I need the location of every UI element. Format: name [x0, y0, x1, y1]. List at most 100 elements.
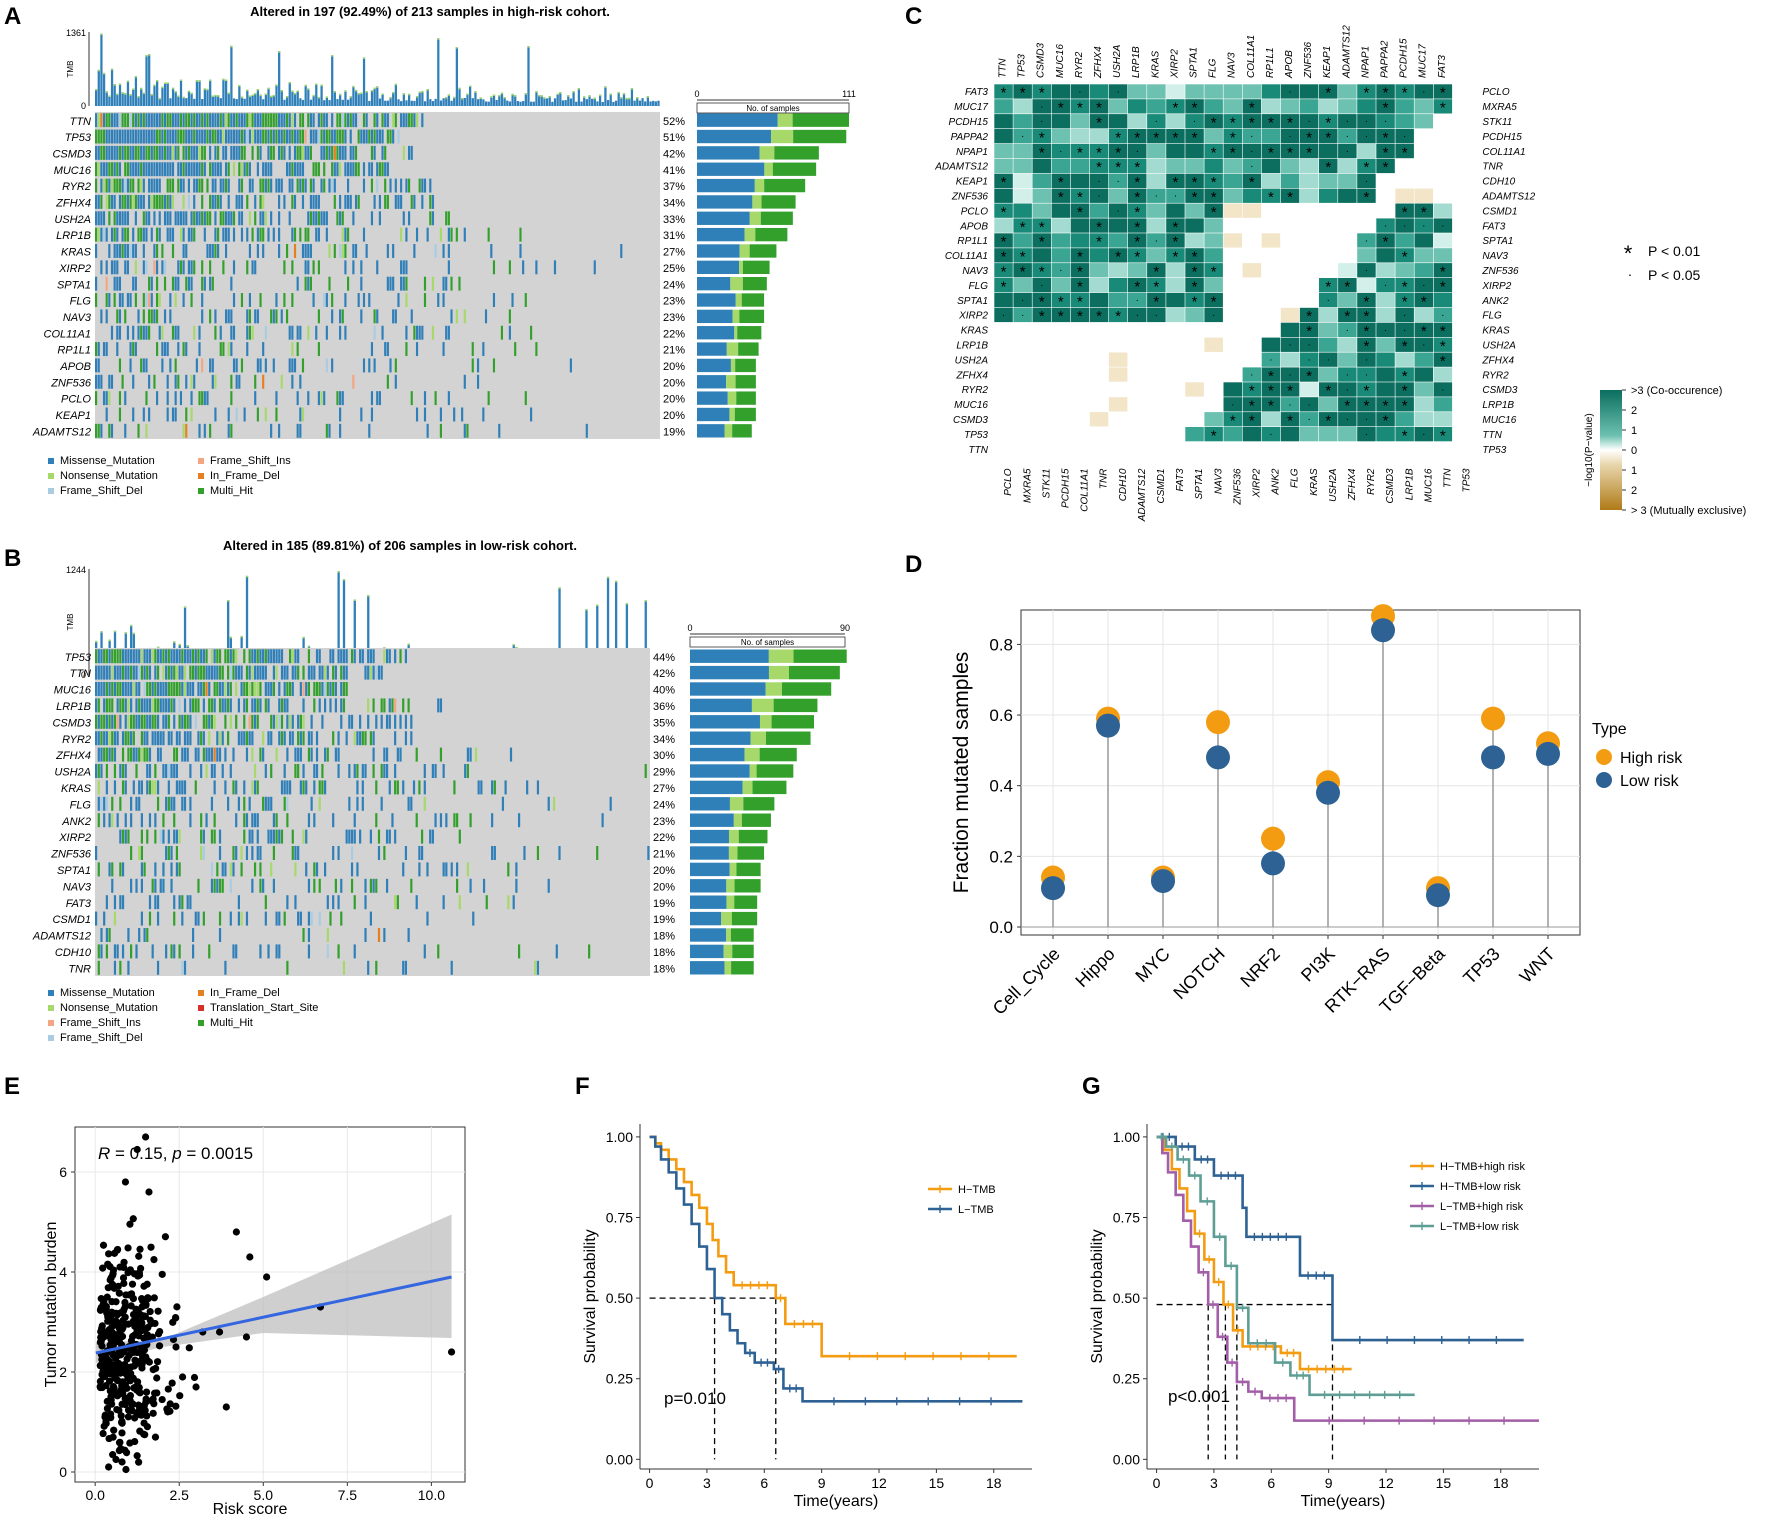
mutation-cell: [110, 178, 114, 193]
scatter-point: [121, 1446, 129, 1454]
mutation-cell: [154, 780, 157, 795]
tmb-bar-top: [614, 580, 618, 583]
mutation-cell: [372, 649, 375, 664]
mutation-cell: [105, 649, 108, 664]
mutation-cell: [415, 747, 418, 762]
heatmap-cell: [1261, 114, 1281, 129]
heatmap-cell: [1433, 248, 1453, 263]
sig-dot-mark: ·: [1365, 355, 1368, 366]
sig-star-mark: *: [1402, 249, 1408, 266]
mutation-cell: [283, 194, 286, 209]
heatmap-cell: [1338, 352, 1357, 367]
mutation-cell: [383, 928, 386, 942]
tmb-bar-top: [134, 76, 138, 78]
heatmap-cell: [1280, 367, 1300, 382]
heatmap-cell: [1166, 218, 1185, 233]
mutation-cell: [310, 731, 313, 746]
mutation-cell: [143, 731, 146, 746]
mutation-cell: [240, 162, 244, 177]
mutation-cell: [105, 276, 108, 291]
sig-dot-mark: ·: [1346, 146, 1349, 157]
mutation-cell: [209, 244, 212, 258]
mutation-cell: [177, 129, 180, 144]
heatmap-cell: [1319, 143, 1338, 159]
mutation-cell: [262, 211, 265, 226]
mutation-cell: [201, 145, 204, 160]
mutation-cell: [367, 960, 370, 975]
mutation-cell: [318, 682, 321, 696]
mutation-cell: [140, 714, 143, 729]
heatmap-row-label-left: PCLO: [961, 206, 988, 217]
mutation-cell: [100, 649, 103, 664]
mutation-cell: [464, 764, 467, 778]
mutation-cell: [386, 342, 389, 357]
mutation-cell: [156, 145, 159, 160]
heatmap-cell: [1319, 322, 1338, 337]
mutation-cell: [179, 162, 183, 177]
sig-star-mark: *: [1077, 278, 1083, 295]
mutation-cell: [421, 194, 424, 209]
mutation-cell: [317, 309, 320, 324]
mutation-cell: [361, 780, 364, 795]
heatmap-cell: [1108, 114, 1128, 129]
scatter-point: [107, 1410, 115, 1418]
mutation-cell: [337, 747, 340, 762]
mutation-cell: [121, 649, 125, 664]
heatmap-cell: [1299, 307, 1319, 323]
sig-star-mark: *: [1306, 323, 1312, 340]
mutation-cell: [190, 211, 193, 226]
mutation-cell: [380, 796, 383, 811]
sig-star-mark: *: [1192, 189, 1198, 206]
mutation-cell: [270, 423, 273, 438]
heatmap-cell: [1414, 278, 1433, 293]
heatmap-cell: [1414, 99, 1433, 114]
scatter-point: [232, 1228, 240, 1236]
tmb-bar-top: [466, 93, 469, 96]
mutation-cell: [294, 862, 297, 877]
heatmap-cell: [1319, 158, 1338, 174]
point-low-risk: [1261, 851, 1285, 876]
mutation-cell: [285, 129, 289, 144]
heatmap-cell: [1395, 263, 1414, 278]
mutation-cell: [301, 244, 305, 258]
mutation-cell: [142, 293, 145, 307]
mutation-cell: [200, 846, 203, 860]
mutation-cell: [156, 342, 159, 357]
sig-star-mark: *: [1134, 249, 1140, 266]
tmb-bar: [591, 98, 594, 106]
mutation-cell: [331, 309, 334, 324]
panel-label-b: B: [4, 545, 21, 572]
mutation-cell: [288, 682, 292, 696]
mutation-cell: [350, 714, 354, 729]
tmb-bar: [400, 101, 403, 106]
tmb-bar: [625, 97, 628, 106]
tmb-bar-top: [453, 96, 456, 99]
mutation-cell: [217, 162, 220, 177]
mutation-cell: [350, 829, 354, 844]
mutation-cell: [399, 747, 402, 762]
heatmap-cell: [1223, 203, 1242, 218]
tmb-bar-top: [307, 88, 310, 90]
mutation-cell: [278, 649, 281, 664]
mutation-cell: [243, 145, 246, 160]
mutation-cell: [135, 796, 138, 811]
mutation-cell: [165, 944, 168, 959]
mutation-cell: [256, 113, 259, 128]
mutation-cell: [151, 731, 154, 746]
mutation-cell: [142, 211, 145, 226]
pct-label: 37%: [663, 181, 685, 193]
heatmap-cell: [1299, 143, 1319, 159]
x-tick-label: Hippo: [1071, 944, 1118, 991]
mutation-cell: [237, 895, 240, 910]
mutation-cell: [296, 423, 299, 438]
mutation-cell: [201, 293, 204, 307]
confidence-band: [95, 1214, 452, 1363]
heatmap-cell: [1032, 203, 1051, 218]
mutation-cell: [345, 649, 348, 664]
mutation-cell: [434, 391, 437, 406]
mutation-cell: [278, 731, 281, 746]
mutation-cell: [493, 846, 496, 860]
mutation-cell: [140, 178, 143, 193]
sig-star-mark: *: [1077, 144, 1083, 161]
mutation-cell: [453, 407, 456, 422]
